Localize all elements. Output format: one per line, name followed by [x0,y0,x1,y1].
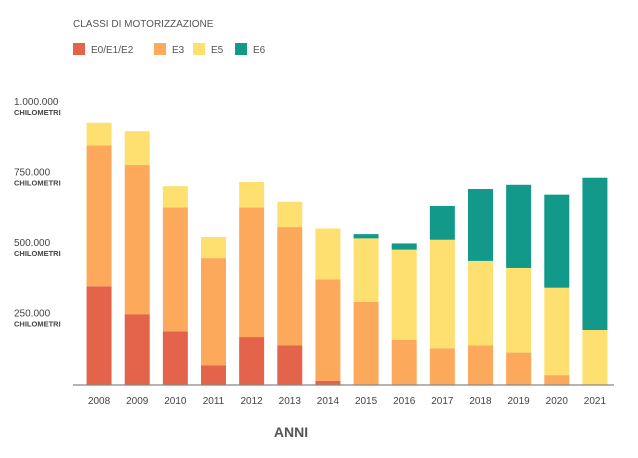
y-tick-unit-label: CHILOMETRI [14,108,61,117]
bar-2011-e5 [201,236,226,259]
y-tick-unit-label: CHILOMETRI [14,249,61,258]
bar-2015-e3 [353,301,379,385]
bar-2008-e3 [86,145,112,287]
bar-2008-e5 [86,122,112,146]
legend: CLASSI DI MOTORIZZAZIONE E0/E1/E2 E3 E5 E6 [73,19,266,56]
bar-2014-e5 [315,228,341,280]
bar-2013-e3 [277,227,303,346]
bar-2015-e5 [353,238,379,302]
legend-swatch-e3 [154,43,166,55]
bar-2015-e6 [353,234,379,239]
bar-2019-e5 [506,267,532,353]
legend-label-e6: E6 [253,45,266,56]
bar-2011-e0-e1-e2 [201,365,226,385]
bar-2014-e3 [315,279,341,381]
bar-2016-e5 [391,249,417,340]
bar-2012-e5 [239,181,265,208]
y-tick-label: 1.000.000 [14,97,59,108]
y-tick-label: 750.000 [14,168,51,179]
bar-2017-e6 [429,205,455,240]
bar-2016-e3 [391,339,417,385]
bar-2009-e5 [124,131,150,166]
legend-title: CLASSI DI MOTORIZZAZIONE [73,19,214,30]
x-tick-label: 2012 [241,396,264,407]
y-tick-unit-label: CHILOMETRI [14,320,61,329]
legend-label-e5: E5 [211,45,224,56]
bar-2020-e6 [544,194,570,288]
bar-2012-e0-e1-e2 [239,337,265,385]
bar-2010-e3 [162,207,188,332]
bar-2019-e3 [506,352,532,385]
bar-2021-e6 [582,177,608,331]
x-tick-label: 2021 [584,396,607,407]
bar-2018-e3 [468,345,493,385]
bar-2010-e0-e1-e2 [162,331,188,385]
bar-2009-e3 [124,165,150,315]
y-tick-label: 500.000 [14,238,51,249]
bar-2012-e3 [239,207,265,338]
bar-2019-e6 [506,184,532,268]
x-tick-label: 2019 [508,396,531,407]
x-tick-label: 2011 [203,396,225,407]
x-axis: 2008 2009 2010 2011 2012 2013 2014 2015 2016 2017… [88,396,607,407]
bar-2020-e5 [544,287,570,376]
legend-swatch-e5 [193,43,205,55]
bar-2018-e5 [468,260,493,346]
bar-2010-e5 [162,186,188,208]
x-tick-label: 2016 [393,396,416,407]
legend-label-e0-e1-e2: E0/E1/E2 [91,45,134,56]
bar-2021-e5 [582,330,608,385]
legend-swatch-e0-e1-e2 [73,43,85,55]
y-tick-unit-label: CHILOMETRI [14,179,61,188]
y-axis: 250.000CHILOMETRI500.000CHILOMETRI750.00… [14,97,61,329]
x-tick-label: 2017 [431,396,454,407]
bar-2017-e5 [429,239,455,349]
x-tick-label: 2020 [546,396,569,407]
x-tick-label: 2010 [164,396,187,407]
x-tick-label: 2015 [355,396,378,407]
bar-2009-e0-e1-e2 [124,314,150,385]
x-tick-label: 2008 [88,396,111,407]
x-tick-label: 2009 [126,396,149,407]
legend-label-e3: E3 [172,45,185,56]
bar-2014-e0-e1-e2 [315,380,341,385]
bar-2011-e3 [201,258,226,366]
bar-2017-e3 [429,348,455,385]
bar-2020-e3 [544,375,570,385]
legend-swatch-e6 [235,43,247,55]
bar-2016-e6 [391,243,417,250]
bar-2008-e0-e1-e2 [86,286,112,385]
bar-2013-e5 [277,201,303,228]
bar-2018-e6 [468,189,493,261]
x-tick-label: 2018 [469,396,492,407]
x-tick-label: 2014 [317,396,340,407]
x-axis-label: ANNI [274,424,308,440]
y-tick-label: 250.000 [14,309,51,320]
bars [86,122,608,385]
bar-2013-e0-e1-e2 [277,345,303,385]
x-tick-label: 2013 [279,396,302,407]
